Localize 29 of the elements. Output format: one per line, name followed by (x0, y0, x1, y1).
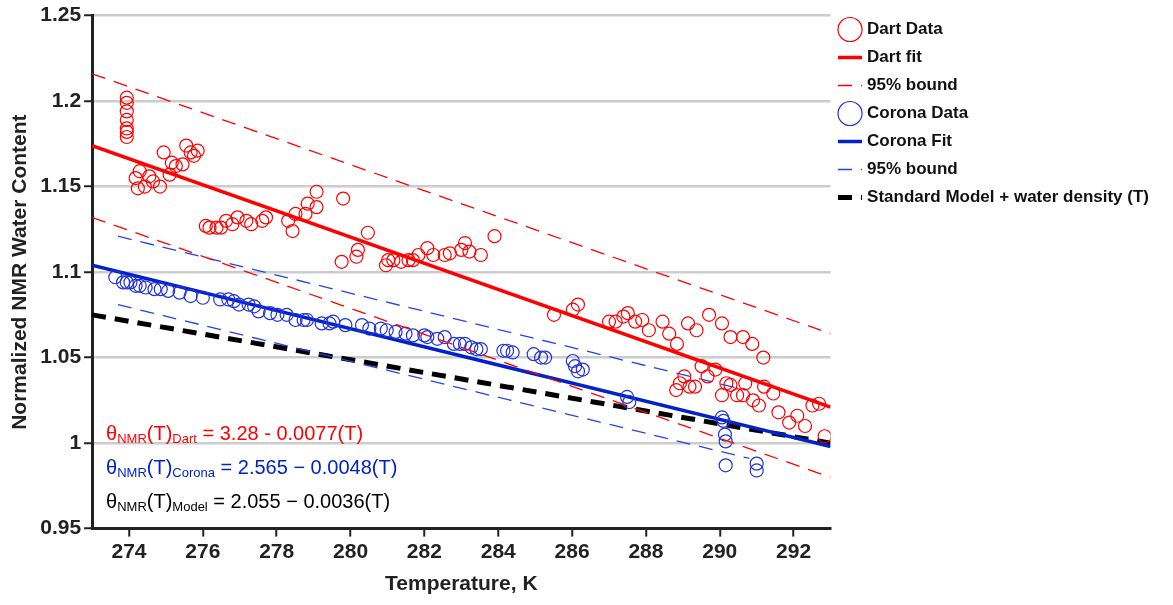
legend-label: 95% bound (867, 75, 958, 95)
y-tick-label: 1.05 (40, 344, 82, 368)
x-tick-label: 276 (185, 539, 221, 562)
legend-label: Corona Data (867, 103, 969, 123)
legend-label: Standard Model + water density (T) (867, 187, 1150, 207)
y-axis-title: Normalized NMR Water Content (7, 114, 31, 430)
x-tick-label: 284 (480, 539, 517, 562)
legend-label: 95% bound (867, 159, 958, 179)
y-tick-label: 1.2 (51, 87, 82, 111)
annotation: θ$_{NMR}$(T)$_{Model}$ = 2.055 − 0.0036(T) (106, 488, 392, 516)
y-tick-label: 0.95 (40, 515, 82, 539)
annotation: θ$_{NMR}$(T)$_{Dart}$ = 3.28 - 0.0077(T) (106, 420, 365, 448)
x-tick-label: 274 (111, 539, 147, 562)
x-tick-label: 282 (406, 539, 442, 562)
annotation: θ$_{NMR}$(T)$_{Corona}$ = 2.565 − 0.0048(T) (106, 454, 398, 482)
x-axis-title: Temperature, K (385, 571, 538, 595)
y-tick-label: 1.25 (40, 2, 82, 26)
x-tick-label: 288 (628, 539, 664, 562)
x-tick-label: 290 (702, 539, 738, 562)
y-tick-label: 1.1 (51, 258, 82, 282)
y-tick-label: 1 (69, 429, 82, 453)
x-tick-label: 292 (776, 539, 812, 562)
legend-label: Corona Fit (867, 131, 953, 151)
x-tick-label: 278 (259, 539, 295, 562)
legend-label: Dart Data (867, 19, 944, 39)
legend-label: Dart fit (867, 47, 923, 67)
x-tick-label: 286 (554, 539, 590, 562)
y-tick-label: 1.15 (40, 173, 82, 197)
x-tick-label: 280 (333, 539, 369, 562)
